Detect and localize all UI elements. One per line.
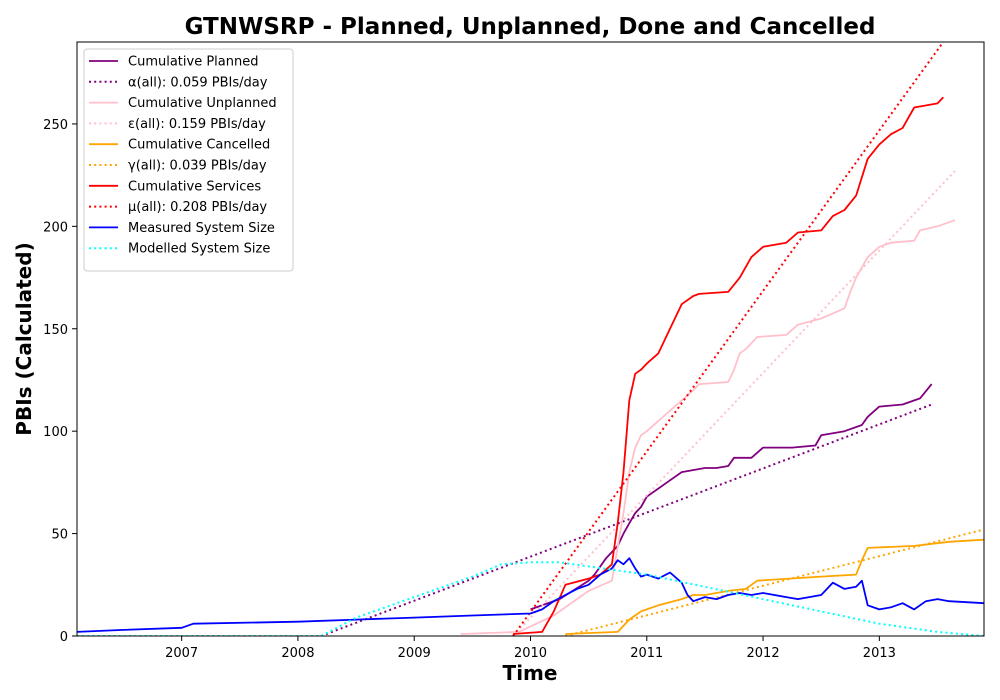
legend-label: Measured System Size	[128, 221, 275, 236]
x-tick-label: 2013	[863, 646, 896, 661]
series-line-cumulative-services	[513, 96, 944, 635]
x-tick-label: 2011	[630, 646, 663, 661]
series-line-measured-system-size	[77, 557, 984, 633]
x-tick-label: 2009	[398, 646, 431, 661]
legend-label: Cumulative Planned	[128, 55, 258, 70]
legend: Cumulative Planned α(all): 0.059 PBIs/day…	[83, 48, 294, 272]
x-axis-title: Time	[503, 661, 558, 685]
chart-title: GTNWSRP - Planned, Unplanned, Done and C…	[185, 14, 876, 40]
y-tick-label: 100	[43, 425, 68, 440]
y-tick-label: 200	[43, 220, 68, 235]
y-tick-label: 50	[51, 528, 68, 543]
series-line-cumulative-unplanned	[460, 219, 956, 635]
legend-label: ε(all): 0.159 PBIs/day	[128, 117, 266, 132]
series-line-all-0-159-pbis-day	[512, 170, 956, 636]
x-tick-label: 2008	[281, 646, 314, 661]
y-axis-title: PBIs (Calculated)	[12, 242, 36, 435]
y-tick-label: 250	[43, 118, 68, 133]
y-tick-label: 0	[60, 630, 68, 645]
series-line-modelled-system-size	[77, 561, 984, 636]
y-axis: 0 50 100 150 200 250	[43, 118, 77, 645]
plot-lines	[77, 42, 984, 636]
x-tick-label: 2007	[165, 646, 198, 661]
x-tick-label: 2012	[747, 646, 780, 661]
series-line-all-0-039-pbis-day	[565, 528, 984, 636]
legend-label: Cumulative Services	[128, 179, 261, 194]
legend-label: Modelled System Size	[128, 242, 270, 257]
series-line-cumulative-planned	[530, 383, 933, 611]
legend-label: μ(all): 0.208 PBIs/day	[128, 200, 267, 215]
legend-label: α(all): 0.059 PBIs/day	[128, 75, 268, 90]
series-line-cumulative-cancelled	[565, 538, 984, 635]
x-axis: 2007 2008 2009 2010 2011 2012 2013	[165, 636, 896, 661]
legend-box	[83, 48, 294, 272]
legend-label: Cumulative Unplanned	[128, 96, 277, 111]
legend-label: Cumulative Cancelled	[128, 138, 270, 153]
x-tick-label: 2010	[514, 646, 547, 661]
y-tick-label: 150	[43, 323, 68, 338]
legend-label: γ(all): 0.039 PBIs/day	[128, 159, 267, 174]
